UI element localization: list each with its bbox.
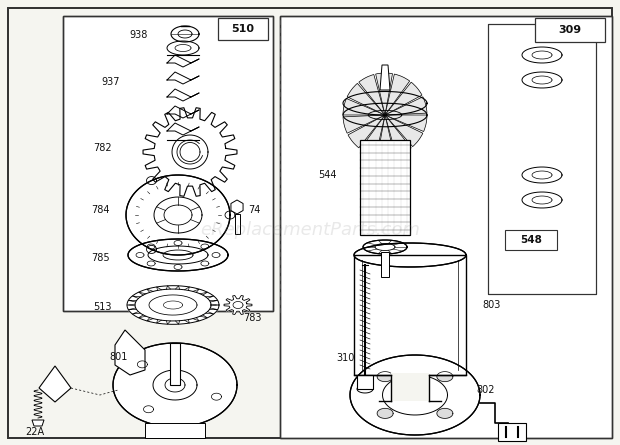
Wedge shape [385,74,410,115]
Polygon shape [522,72,562,88]
Text: 937: 937 [102,77,120,87]
Text: 938: 938 [130,30,148,40]
Polygon shape [146,177,156,185]
Polygon shape [343,92,427,115]
Text: 309: 309 [559,25,582,35]
Polygon shape [32,420,44,426]
Wedge shape [385,97,427,115]
Polygon shape [231,200,243,214]
Bar [354,255,466,375]
Polygon shape [211,393,221,400]
Bar [357,375,373,389]
Wedge shape [385,115,411,155]
Bar [498,423,526,441]
Polygon shape [115,330,145,375]
Wedge shape [348,115,385,148]
Bar [488,24,596,294]
Polygon shape [174,240,182,246]
Polygon shape [522,47,562,63]
Text: 513: 513 [94,302,112,312]
Text: 74: 74 [248,205,260,215]
Wedge shape [376,73,392,115]
Text: 784: 784 [92,205,110,215]
Polygon shape [522,167,562,183]
Polygon shape [380,65,390,90]
Wedge shape [385,115,423,147]
Polygon shape [212,252,220,258]
Polygon shape [201,261,209,266]
Bar [280,16,612,438]
Polygon shape [147,261,155,266]
Bar [280,16,612,438]
Polygon shape [350,355,480,435]
Text: 783: 783 [243,313,262,323]
Bar [63,16,273,311]
Wedge shape [343,98,385,115]
Text: 548: 548 [520,235,542,245]
Polygon shape [127,286,219,324]
Bar [535,18,605,42]
Bar [505,230,557,250]
Polygon shape [113,343,237,427]
Wedge shape [385,115,427,132]
Polygon shape [167,41,199,55]
Bar [63,16,273,311]
Bar [234,214,239,234]
Bar [488,24,596,294]
Text: eReplacementParts.com: eReplacementParts.com [200,221,420,239]
Polygon shape [377,372,393,382]
Polygon shape [174,264,182,270]
Polygon shape [146,246,156,254]
Polygon shape [171,26,199,42]
Polygon shape [143,406,154,413]
Bar [218,18,268,40]
Text: 310: 310 [337,353,355,363]
Polygon shape [126,175,230,255]
Bar [381,252,389,277]
Polygon shape [128,239,228,271]
Wedge shape [343,115,385,133]
Text: 802: 802 [476,385,495,395]
Polygon shape [147,244,155,249]
Wedge shape [347,83,385,115]
Text: 544: 544 [319,170,337,180]
Bar [391,373,429,401]
Wedge shape [385,82,422,115]
Polygon shape [138,361,148,368]
Bar [145,423,205,438]
Wedge shape [360,115,385,156]
Polygon shape [143,108,237,196]
Text: 801: 801 [110,352,128,362]
Bar [360,140,410,235]
Wedge shape [359,74,385,115]
Text: 803: 803 [482,300,500,310]
Polygon shape [39,366,71,402]
Polygon shape [363,240,407,254]
Polygon shape [354,243,466,267]
Polygon shape [522,192,562,208]
Polygon shape [224,295,252,315]
Text: 782: 782 [94,143,112,153]
Polygon shape [437,409,453,418]
Text: 22A: 22A [25,427,45,437]
Polygon shape [201,244,209,249]
Text: 785: 785 [91,253,110,263]
Polygon shape [357,385,373,393]
Polygon shape [225,211,235,219]
Polygon shape [377,409,393,418]
Text: 510: 510 [231,24,254,34]
Bar [170,343,180,385]
Polygon shape [437,372,453,382]
Wedge shape [378,115,394,157]
Polygon shape [136,252,144,258]
